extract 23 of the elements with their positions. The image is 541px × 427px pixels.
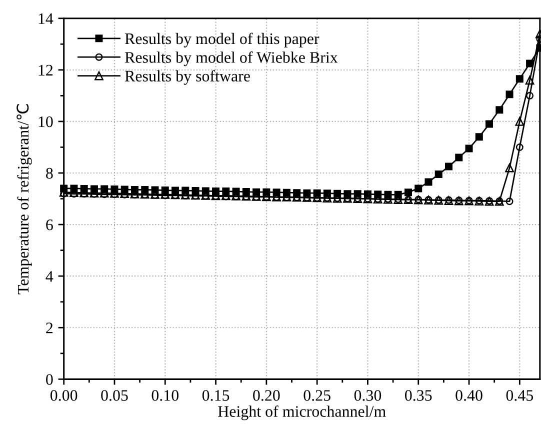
y-tick-label: 0 <box>46 374 53 385</box>
y-tick-label: 10 <box>38 116 53 128</box>
x-tick-label: 0.35 <box>405 390 432 401</box>
x-tick-label: 0.45 <box>506 390 534 401</box>
x-tick-label: 0.20 <box>253 390 280 401</box>
y-tick-label: 2 <box>46 322 53 334</box>
x-axis-title: Height of microchannel/m <box>218 405 386 420</box>
y-tick-label: 6 <box>46 220 53 230</box>
x-tick-label: 0.40 <box>456 390 482 401</box>
x-tick-label: 0.30 <box>354 390 382 401</box>
y-tick-label: 8 <box>46 168 53 179</box>
legend-label: Results by model of this paper <box>124 32 320 48</box>
legend-label: Results by model of Wiebke Brix <box>124 51 338 66</box>
x-tick-label: 0.00 <box>50 390 78 401</box>
legend-label: Results by software <box>124 70 250 85</box>
y-tick-label: 14 <box>38 13 54 24</box>
y-tick-label: 12 <box>38 64 53 76</box>
x-tick-label: 0.05 <box>101 390 128 401</box>
y-axis-title: Temperature of refrigerant/℃ <box>16 104 32 294</box>
x-tick-label: 0.25 <box>304 390 330 401</box>
x-tick-label: 0.10 <box>152 390 178 401</box>
y-tick-label: 4 <box>46 271 54 282</box>
x-tick-label: 0.15 <box>202 390 230 401</box>
